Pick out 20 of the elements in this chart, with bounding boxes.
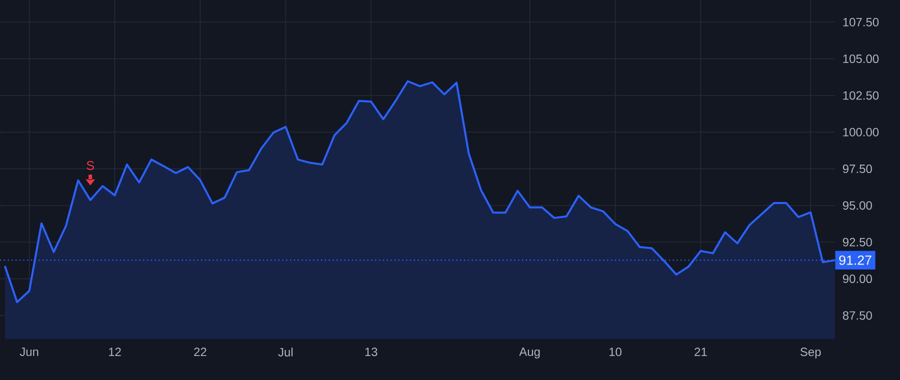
x-tick-label: 10 <box>610 348 622 356</box>
x-tick-label: Aug <box>519 348 540 358</box>
y-tick-label: 97.50 <box>842 164 872 174</box>
x-tick-label: Sep <box>800 348 821 359</box>
x-tick-label: 21 <box>694 348 707 356</box>
x-tick-label: 22 <box>194 348 206 356</box>
y-tick-label: 105.00 <box>843 54 879 64</box>
y-tick-label: 92.50 <box>842 238 872 246</box>
x-tick-label: 13 <box>365 348 378 356</box>
y-tick-label: 100.00 <box>843 128 879 136</box>
y-tick-label: 107.50 <box>843 18 879 26</box>
y-tick-label: 102.50 <box>843 91 879 100</box>
x-tick-label: 12 <box>109 348 121 356</box>
y-tick-label: 87.50 <box>842 311 872 320</box>
annotation: S <box>86 160 94 170</box>
x-tick-label: Jun <box>20 348 38 356</box>
y-tick-label: 95.00 <box>842 201 872 210</box>
x-tick-label: Jul <box>278 348 293 356</box>
ref-line-label: 91.27 <box>839 255 872 265</box>
y-tick-label: 90.00 <box>842 274 872 284</box>
